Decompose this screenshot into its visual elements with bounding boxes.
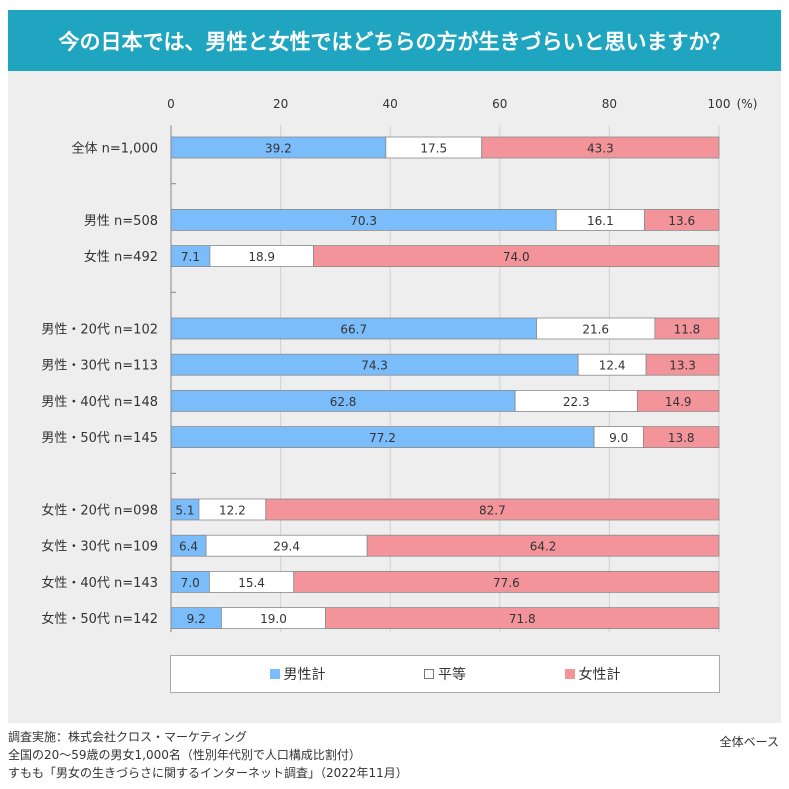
- footer-line-sample: 全国の20〜59歳の男女1,000名（性別年代別で人口構成比割付）: [8, 748, 361, 762]
- x-tick-label: 60: [492, 97, 507, 111]
- data-label-female: 71.8: [509, 612, 536, 626]
- data-label-equal: 9.0: [609, 431, 628, 445]
- row-label: 女性・20代 n=098: [41, 503, 158, 519]
- x-tick-label: 40: [383, 97, 398, 111]
- data-label-equal: 12.4: [599, 359, 626, 373]
- chart-title: 今の日本では、男性と女性ではどちらの方が生きづらいと思いますか？: [8, 10, 781, 71]
- bar-segment-female: [642, 426, 720, 449]
- x-tick-label: 0: [167, 97, 175, 111]
- data-label-equal: 17.5: [420, 142, 447, 156]
- data-label-male: 5.1: [175, 504, 194, 518]
- footer-line-source: すもも「男女の生きづらさに関するインターネット調査」（2022年11月）: [8, 766, 408, 780]
- data-label-equal: 22.3: [563, 395, 590, 409]
- data-label-female: 13.6: [668, 214, 695, 228]
- data-label-equal: 12.2: [219, 504, 246, 518]
- data-label-male: 66.7: [340, 323, 367, 337]
- legend-swatch-female: [564, 669, 575, 679]
- row-label: 女性・40代 n=143: [41, 575, 158, 591]
- row-label: 男性・30代 n=113: [41, 359, 158, 374]
- bar-segment-female: [644, 208, 720, 231]
- data-label-male: 74.3: [361, 359, 388, 373]
- data-label-female: 82.7: [479, 504, 506, 518]
- x-tick-label: 80: [602, 97, 617, 111]
- data-label-male: 7.0: [181, 576, 200, 590]
- bar-segment-female: [265, 498, 720, 521]
- bar-segment-female: [654, 317, 720, 340]
- x-tick-label: 20: [273, 97, 288, 111]
- row-label: 全体 n=1,000: [72, 141, 158, 157]
- bar-segment-female: [366, 534, 720, 557]
- data-label-female: 14.9: [665, 395, 692, 409]
- legend-label-equal: 平等: [438, 667, 466, 683]
- legend-swatch-equal: [424, 669, 434, 679]
- bar-segment-female: [313, 245, 720, 268]
- legend-item-male: 男性計: [269, 664, 326, 684]
- bar-segment-female: [481, 136, 720, 159]
- row-label: 男性・50代 n=145: [41, 431, 158, 446]
- bar-segment-female: [645, 353, 720, 376]
- bar-segment-female: [325, 607, 720, 629]
- data-label-male: 70.3: [350, 214, 377, 228]
- data-label-female: 13.8: [668, 431, 695, 445]
- data-label-equal: 29.4: [273, 540, 300, 554]
- data-label-equal: 21.6: [582, 323, 609, 337]
- row-label: 男性・40代 n=148: [41, 395, 158, 410]
- row-label: 女性・30代 n=109: [41, 539, 158, 555]
- data-label-equal: 16.1: [587, 214, 614, 228]
- data-label-male: 7.1: [181, 250, 200, 264]
- footer-line-survey: 調査実施：株式会社クロス・マーケティング: [8, 730, 248, 744]
- bar-segment-female: [636, 389, 720, 412]
- bar-segment-female: [293, 571, 720, 593]
- data-label-male: 39.2: [265, 142, 292, 156]
- legend: 男性計 平等 女性計: [170, 655, 720, 693]
- row-label: 男性 n=508: [84, 214, 158, 229]
- data-label-female: 13.3: [669, 359, 696, 373]
- data-label-equal: 19.0: [260, 612, 287, 626]
- legend-swatch-male: [269, 669, 280, 679]
- footer-notes: 調査実施：株式会社クロス・マーケティング 全国の20〜59歳の男女1,000名（…: [8, 728, 408, 782]
- legend-item-female: 女性計: [564, 664, 621, 684]
- row-label: 男性・20代 n=102: [41, 323, 158, 338]
- data-label-male: 6.4: [179, 540, 198, 554]
- x-unit-label: (%): [737, 97, 758, 111]
- legend-label-male: 男性計: [283, 667, 326, 683]
- legend-item-equal: 平等: [424, 664, 466, 684]
- legend-label-female: 女性計: [578, 667, 621, 683]
- data-label-male: 62.8: [330, 395, 357, 409]
- data-label-female: 77.6: [493, 576, 520, 590]
- data-label-male: 77.2: [369, 431, 396, 445]
- data-label-female: 43.3: [587, 142, 614, 156]
- base-note: 全体ベース: [719, 735, 779, 749]
- data-label-female: 74.0: [503, 250, 530, 264]
- data-label-female: 11.8: [674, 323, 701, 337]
- row-label: 女性・50代 n=142: [41, 611, 158, 627]
- row-label: 女性 n=492: [84, 249, 158, 265]
- data-label-female: 64.2: [530, 540, 557, 554]
- data-label-equal: 15.4: [238, 576, 265, 590]
- data-label-equal: 18.9: [248, 250, 275, 264]
- x-tick-label: 100: [708, 97, 731, 111]
- data-label-male: 9.2: [187, 612, 206, 626]
